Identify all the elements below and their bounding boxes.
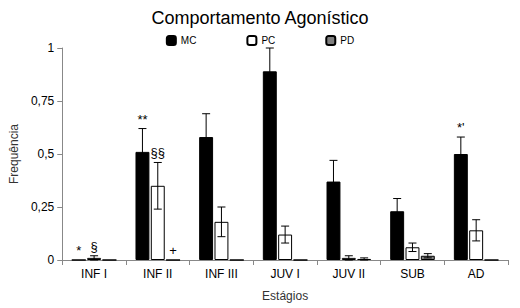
svg-text:*': *' [457,120,465,135]
svg-text:INF III: INF III [205,267,238,281]
svg-text:Comportamento Agonístico: Comportamento Agonístico [151,8,368,28]
svg-text:JUV II: JUV II [332,267,365,281]
svg-text:PD: PD [340,35,354,46]
svg-text:SUB: SUB [400,267,425,281]
svg-text:INF I: INF I [81,267,107,281]
svg-text:0,5: 0,5 [38,147,55,161]
svg-text:+: + [169,243,177,258]
svg-text:INF II: INF II [143,267,172,281]
svg-text:0: 0 [48,253,55,267]
svg-text:0,75: 0,75 [31,94,55,108]
svg-text:§§: §§ [151,145,165,160]
svg-text:0,25: 0,25 [31,200,55,214]
svg-text:Frequência: Frequência [7,124,21,184]
svg-text:MC: MC [181,35,197,46]
svg-text:JUV I: JUV I [270,267,299,281]
svg-text:Estágios: Estágios [262,289,308,303]
svg-text:PC: PC [261,35,275,46]
svg-text:AD: AD [468,267,485,281]
svg-text:*: * [76,243,81,258]
svg-text:**: ** [137,112,147,127]
svg-text:1: 1 [48,41,55,55]
svg-text:§: § [90,239,97,254]
